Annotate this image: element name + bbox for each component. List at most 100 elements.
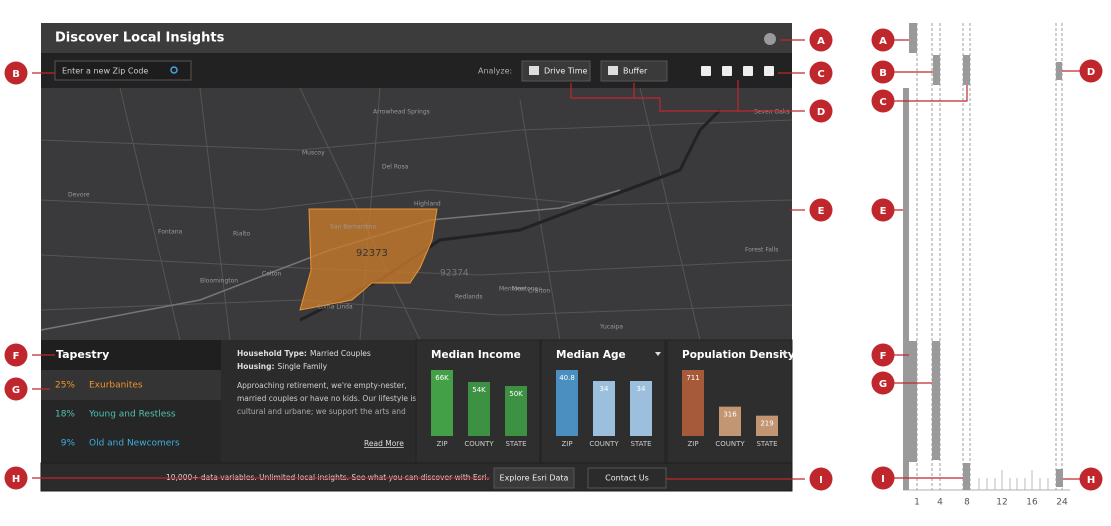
stat-value-label: 34 — [600, 385, 609, 393]
callout-letter-circle — [4, 61, 28, 85]
description-line: Approaching retirement, we're empty-nest… — [237, 381, 407, 390]
grid-callout-letter-circle — [871, 466, 895, 490]
read-more[interactable]: Read More — [364, 439, 404, 448]
share-icon[interactable] — [743, 66, 753, 76]
callout-letter: E — [818, 206, 825, 217]
place-label: Redlands — [455, 294, 482, 301]
place-label: Yucaipa — [599, 324, 623, 331]
stat-title: Median Income — [431, 349, 521, 361]
road — [639, 87, 701, 341]
grid-callout-letter-circle — [871, 371, 895, 395]
grid-axis-label: 4 — [937, 498, 943, 508]
household-value: Married Couples — [310, 349, 371, 358]
callout-letter: B — [12, 69, 20, 80]
stat-category: COUNTY — [715, 440, 745, 448]
grid-callout-letter-circle — [871, 198, 895, 222]
grid-callout-letter-circle — [871, 343, 895, 367]
dropdown-arrow[interactable] — [781, 352, 787, 356]
grid-callout-letter-circle — [871, 60, 895, 84]
grid-callout-letter: B — [879, 68, 887, 79]
grid-block — [933, 55, 940, 85]
footer-button[interactable] — [587, 467, 667, 489]
place-label: Bloomington — [200, 278, 238, 285]
grid-axis-label: 1 — [914, 498, 920, 508]
place-label: Devore — [68, 192, 90, 199]
analyze-button-label: Drive Time — [544, 67, 588, 76]
place-label: Crafton — [528, 288, 550, 295]
app-title: Discover Local Insights — [55, 31, 225, 46]
zip-placeholder: Enter a new Zip Code — [62, 67, 148, 76]
callout-letter-circle — [4, 466, 28, 490]
place-label: Fontana — [158, 229, 183, 236]
household-type: Household Type: Married Couples — [237, 349, 371, 358]
tapestry-header — [41, 340, 221, 370]
stat-bar — [468, 382, 490, 436]
callout-letter: H — [12, 474, 20, 485]
segment-row-selected[interactable] — [41, 370, 221, 400]
place-label: Del Rosa — [382, 164, 409, 171]
stat-bar — [682, 370, 704, 436]
grid-block — [963, 55, 970, 85]
stat-bar — [630, 381, 652, 436]
segment-percent: 18% — [55, 410, 75, 420]
analyze-label: Analyze: — [478, 67, 512, 76]
stat-category: STATE — [756, 440, 777, 448]
grid-block — [963, 463, 970, 490]
share-icon[interactable] — [764, 66, 774, 76]
zip-area — [299, 208, 438, 311]
grid-callout-letter: F — [880, 351, 887, 362]
stat-category: STATE — [505, 440, 526, 448]
stat-value-label: 40.8 — [559, 374, 575, 382]
place-label: Muscoy — [302, 150, 325, 157]
info-icon[interactable] — [764, 33, 776, 45]
callout-letter-circle — [809, 198, 833, 222]
place-label: Loma Linda — [318, 304, 353, 311]
grid-callout-letter: I — [881, 474, 885, 485]
stat-category: ZIP — [436, 440, 447, 448]
grid-block — [909, 23, 917, 53]
dropdown-arrow[interactable] — [655, 352, 661, 356]
callout-letter-circle — [4, 377, 28, 401]
zip-label: 92373 — [356, 248, 388, 259]
housing-value: Single Family — [278, 362, 328, 371]
place-label: Seven Oaks — [754, 109, 789, 116]
grid-callout-letter: A — [879, 36, 887, 47]
grid-block — [903, 88, 909, 490]
callout-letter-circle — [4, 343, 28, 367]
segment-percent: 9% — [61, 439, 76, 449]
place-label: Colton — [262, 271, 282, 278]
road — [519, 99, 561, 341]
footer-button[interactable] — [493, 467, 575, 489]
stat-value-label: 54K — [472, 386, 486, 394]
stat-value-label: 711 — [686, 374, 699, 382]
stat-bar — [719, 406, 741, 436]
place-label: Rialto — [233, 231, 251, 238]
grid-block — [1056, 62, 1062, 80]
road — [40, 189, 793, 211]
callout-line — [570, 80, 805, 112]
analyze-icon — [608, 66, 618, 75]
callout-letter-circle — [809, 467, 833, 491]
share-icon[interactable] — [701, 66, 711, 76]
grid-axis-label: 16 — [1026, 498, 1038, 508]
stat-title: Population Density — [682, 349, 795, 361]
callout-letter: A — [817, 36, 825, 47]
grid-axis-label: 24 — [1056, 498, 1068, 508]
grid-callout-letter-circle — [871, 28, 895, 52]
stat-category: ZIP — [561, 440, 572, 448]
stat-title: Median Age — [556, 349, 626, 361]
housing-label: Housing: — [237, 362, 275, 371]
description-line: married couples or have no kids. Our lif… — [237, 394, 416, 403]
stat-category: COUNTY — [589, 440, 619, 448]
description-panel — [221, 340, 416, 463]
callout-letter: D — [817, 107, 825, 118]
zip-input[interactable] — [54, 60, 192, 81]
place-label: Mentone — [512, 286, 538, 293]
share-icon[interactable] — [722, 66, 732, 76]
grid-callout-letter: G — [879, 379, 887, 390]
road — [40, 119, 793, 151]
place-label: San Bernardino — [330, 224, 376, 231]
grid-callout-letter: H — [1087, 475, 1095, 486]
